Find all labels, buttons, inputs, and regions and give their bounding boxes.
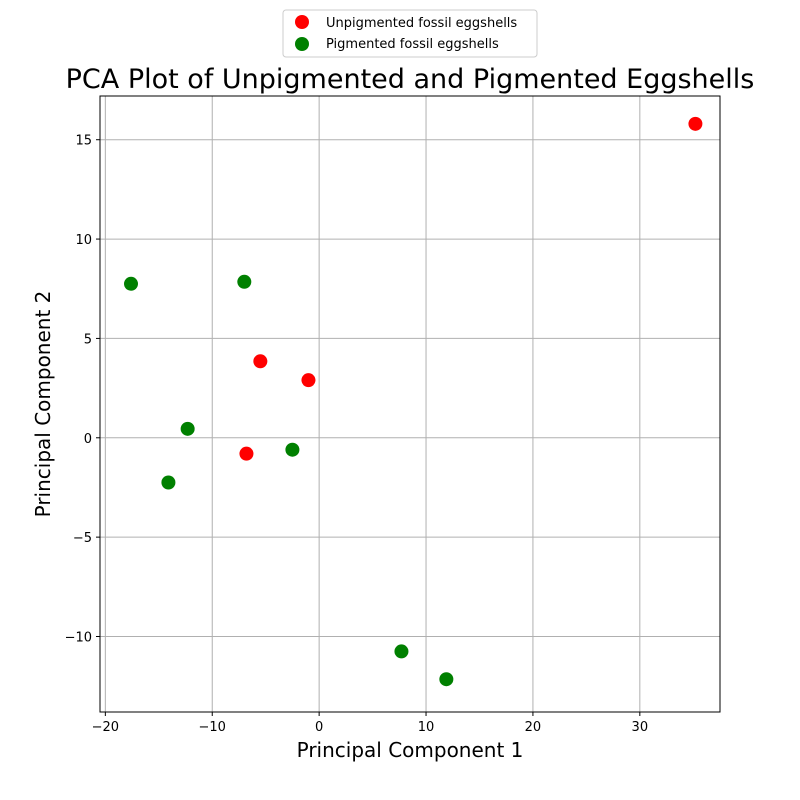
x-tick-label: −10 bbox=[199, 720, 226, 735]
pigmented-data-point bbox=[161, 475, 176, 490]
x-axis-ticks: −20 −10 0 10 20 30 bbox=[92, 712, 648, 735]
legend-marker-unpigmented bbox=[295, 15, 309, 29]
grid bbox=[100, 96, 720, 712]
y-axis-ticks: −10 −5 0 5 10 15 bbox=[65, 134, 100, 645]
legend-box bbox=[282, 9, 538, 58]
unpigmented-data-point bbox=[301, 373, 316, 388]
y-axis-label: Principal Component 2 bbox=[31, 291, 55, 518]
x-axis-label: Principal Component 1 bbox=[297, 738, 524, 762]
unpigmented-data-point bbox=[253, 354, 268, 369]
chart-title: PCA Plot of Unpigmented and Pigmented Eg… bbox=[66, 64, 755, 95]
y-tick-label: 15 bbox=[75, 134, 92, 149]
legend-label-unpigmented: Unpigmented fossil eggshells bbox=[326, 16, 517, 31]
x-tick-label: 30 bbox=[632, 720, 649, 735]
pigmented-data-point bbox=[180, 421, 195, 436]
legend-marker-pigmented bbox=[295, 37, 309, 51]
x-tick-label: 0 bbox=[315, 720, 323, 735]
y-tick-label: 5 bbox=[84, 332, 92, 347]
pigmented-data-point bbox=[285, 442, 300, 457]
unpigmented-data-point bbox=[239, 446, 254, 461]
pigmented-data-point bbox=[439, 672, 454, 687]
y-tick-label: −10 bbox=[65, 630, 92, 645]
pigmented-data-point bbox=[124, 276, 138, 291]
unpigmented-data-point bbox=[688, 116, 703, 131]
x-tick-label: 20 bbox=[525, 720, 542, 735]
pigmented-data-point bbox=[394, 644, 409, 659]
y-tick-label: 0 bbox=[84, 432, 92, 447]
x-tick-label: 10 bbox=[418, 720, 435, 735]
y-tick-label: 10 bbox=[75, 233, 92, 248]
data-points bbox=[124, 116, 703, 687]
legend: Unpigmented fossil eggshells Pigmented f… bbox=[282, 9, 538, 58]
plot-frame bbox=[99, 95, 721, 713]
y-tick-label: −5 bbox=[73, 531, 92, 546]
legend-label-pigmented: Pigmented fossil eggshells bbox=[326, 37, 499, 52]
x-tick-label: −20 bbox=[92, 720, 119, 735]
pigmented-data-point bbox=[237, 274, 252, 289]
